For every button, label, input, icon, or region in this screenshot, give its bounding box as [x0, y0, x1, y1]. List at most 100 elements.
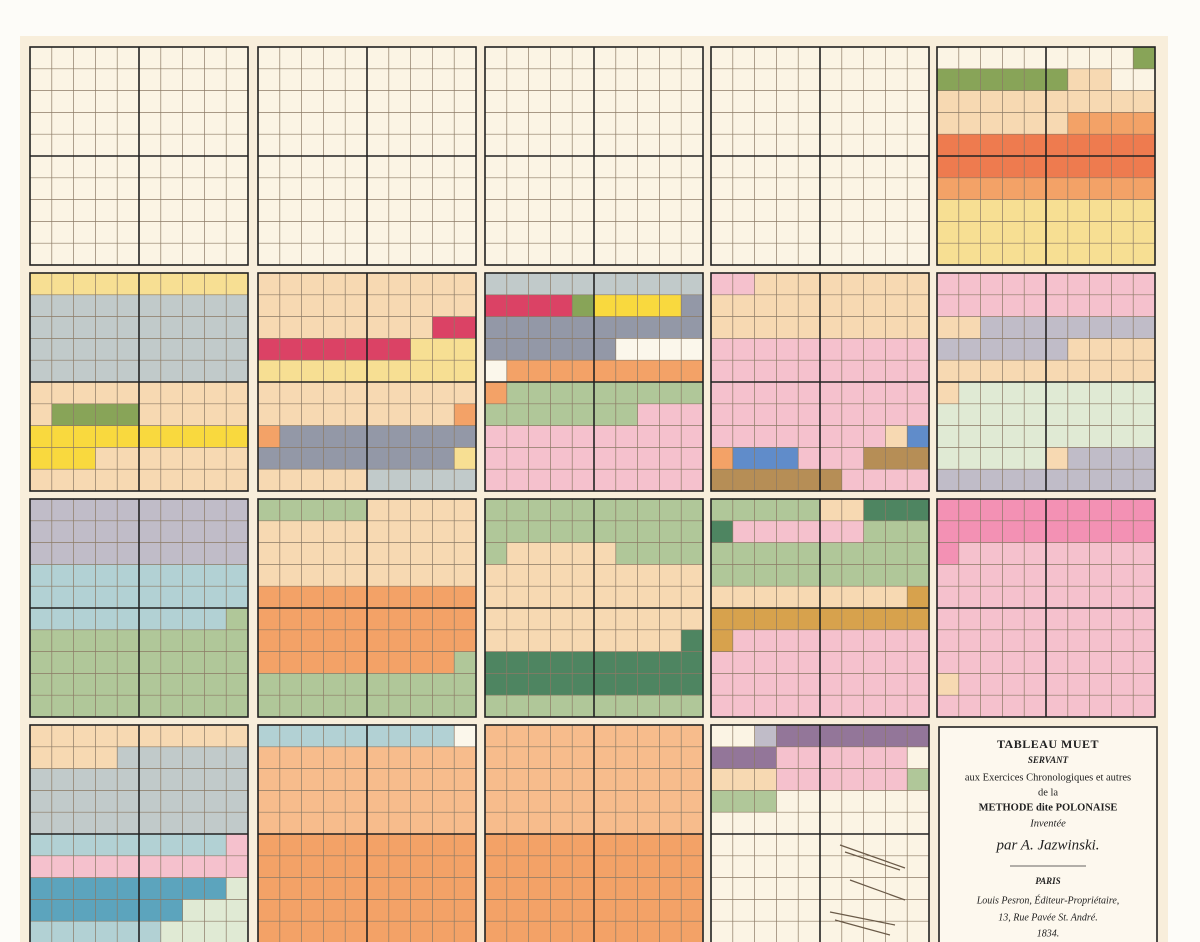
cell [1067, 316, 1090, 339]
cell [388, 877, 411, 900]
cell [432, 855, 455, 878]
cell [1024, 499, 1047, 522]
cell [907, 447, 930, 470]
cell [258, 725, 281, 748]
cell [388, 294, 411, 317]
cell [410, 338, 433, 361]
cell [798, 360, 821, 383]
cell [798, 520, 821, 543]
cell [572, 542, 595, 565]
cell [885, 382, 908, 405]
cell [30, 695, 53, 718]
cell [885, 469, 908, 492]
cell [615, 921, 638, 942]
cell [798, 608, 821, 631]
cell [572, 586, 595, 609]
cell [73, 520, 96, 543]
cell [958, 316, 981, 339]
cell [367, 790, 390, 813]
cell [182, 338, 205, 361]
cell [863, 629, 886, 652]
cell [528, 316, 551, 339]
cell [73, 790, 96, 813]
cell [1002, 382, 1025, 405]
cell [732, 673, 755, 696]
cell [754, 629, 777, 652]
square-border [257, 46, 477, 266]
cell [506, 921, 529, 942]
cell [345, 294, 368, 317]
cell [1046, 221, 1069, 244]
cell [885, 629, 908, 652]
cell [258, 338, 281, 361]
cell [30, 877, 53, 900]
cell [958, 608, 981, 631]
cell [594, 768, 617, 791]
cell [1046, 469, 1069, 492]
cell [345, 899, 368, 922]
cell [160, 899, 183, 922]
cell [711, 651, 734, 674]
cell [410, 855, 433, 878]
cell [841, 564, 864, 587]
cell [160, 382, 183, 405]
cell [301, 469, 324, 492]
cell [506, 673, 529, 696]
cell [841, 520, 864, 543]
cell [323, 746, 346, 769]
cell [1024, 273, 1047, 296]
cell [1089, 520, 1112, 543]
cell [937, 542, 960, 565]
cell [1089, 294, 1112, 317]
cell [681, 855, 704, 878]
cell [182, 834, 205, 857]
cell [550, 273, 573, 296]
cell [410, 899, 433, 922]
cell [139, 725, 162, 748]
cell [117, 651, 140, 674]
cell [937, 68, 960, 91]
cell [1002, 520, 1025, 543]
cell [550, 447, 573, 470]
cell [432, 499, 455, 522]
cell [301, 403, 324, 426]
cell [454, 499, 477, 522]
cell [51, 768, 74, 791]
cell [204, 855, 227, 878]
cell [410, 586, 433, 609]
title-box [938, 726, 1158, 942]
cell [139, 746, 162, 769]
cell [841, 695, 864, 718]
cell [820, 403, 843, 426]
cell [388, 403, 411, 426]
cell [410, 790, 433, 813]
cell [754, 520, 777, 543]
cell [863, 382, 886, 405]
cell [615, 542, 638, 565]
cell [73, 673, 96, 696]
cell [258, 564, 281, 587]
cell [388, 273, 411, 296]
cell [1111, 608, 1134, 631]
cell [182, 425, 205, 448]
cell [182, 725, 205, 748]
cell [301, 520, 324, 543]
cell [323, 469, 346, 492]
cell [204, 921, 227, 942]
cell [454, 586, 477, 609]
year: 1834. [1037, 928, 1060, 939]
cell [841, 316, 864, 339]
cell [323, 586, 346, 609]
cell [454, 877, 477, 900]
cell [550, 425, 573, 448]
cell [51, 542, 74, 565]
cell [388, 790, 411, 813]
cell [279, 499, 302, 522]
cell [258, 403, 281, 426]
cell [798, 294, 821, 317]
cell [820, 338, 843, 361]
cell [1067, 243, 1090, 266]
cell [572, 608, 595, 631]
cell [980, 469, 1003, 492]
